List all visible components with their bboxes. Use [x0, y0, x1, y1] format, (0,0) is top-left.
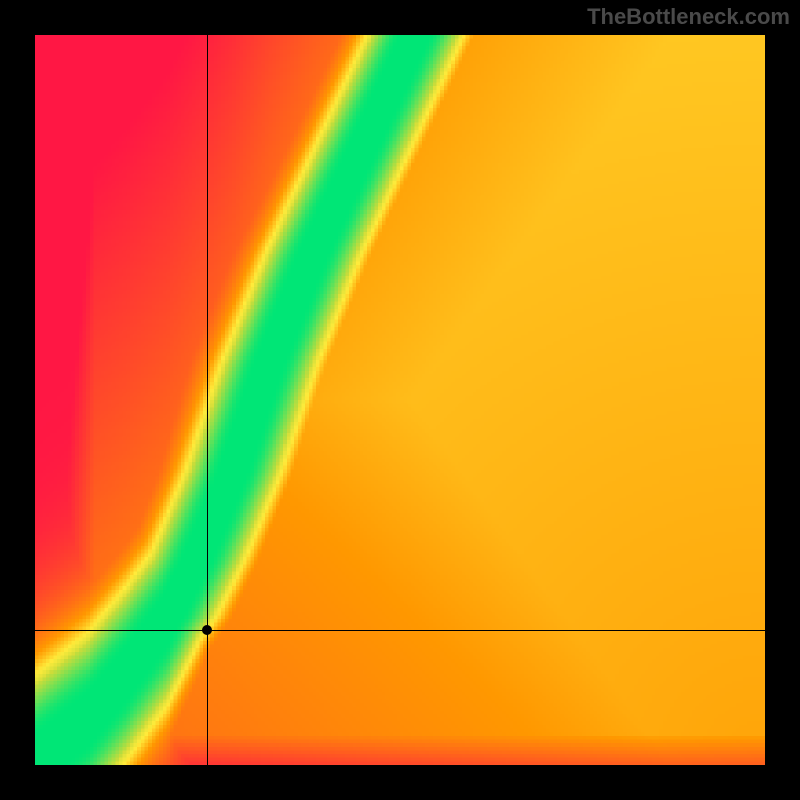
crosshair-horizontal: [35, 630, 765, 631]
crosshair-point: [202, 625, 212, 635]
heatmap-canvas: [35, 35, 765, 765]
watermark-label: TheBottleneck.com: [587, 4, 790, 30]
heatmap-plot: [35, 35, 765, 765]
crosshair-vertical: [207, 35, 208, 765]
